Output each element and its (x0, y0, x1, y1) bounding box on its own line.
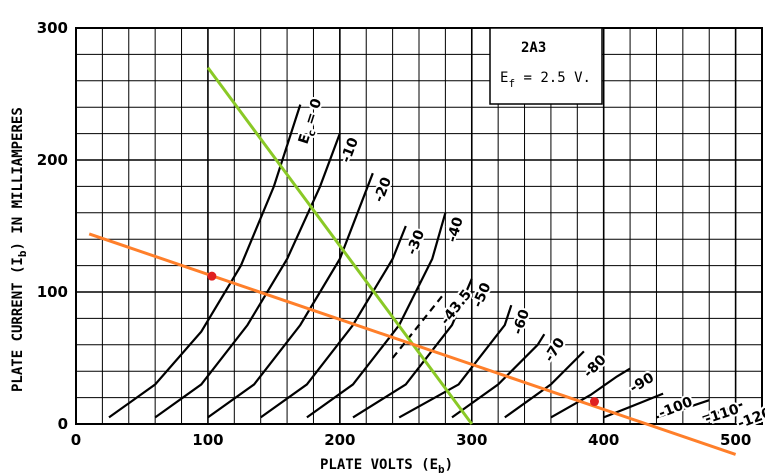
plate-curve (702, 403, 743, 419)
curve-label-text: -20 (371, 175, 395, 205)
filament-voltage: Ef = 2.5 V. (500, 70, 591, 90)
y-tick-label: 200 (37, 151, 68, 169)
operating-points (207, 271, 599, 407)
plot-frame (75, 27, 763, 425)
y-tick-label: 300 (37, 19, 68, 37)
y-axis-title-rest: ) IN MILLIAMPERES (10, 107, 26, 250)
x-tick-label: 0 (71, 431, 81, 449)
load-lines (88, 66, 737, 456)
curve-label-name: -50 (470, 280, 495, 310)
plate-curve (260, 225, 407, 419)
curve-label: -50 (468, 278, 497, 312)
filament-value: = 2.5 V. (515, 70, 591, 86)
plate-curve (352, 278, 473, 419)
x-tick-label: 100 (192, 431, 223, 449)
y-tick-label: 0 (58, 415, 68, 433)
curve-label-text: -120 (736, 405, 765, 432)
plate-curve (154, 133, 341, 419)
curve-label-name: -20 (371, 175, 395, 205)
y-axis-title-sub: b (16, 250, 29, 257)
y-axis-title-main: PLATE CURRENT (I (10, 257, 26, 392)
annotation-box: 2A3 Ef = 2.5 V. (489, 27, 603, 105)
curve-label-text: -40 (444, 215, 466, 244)
x-tick-label: 500 (720, 431, 751, 449)
plate-curve (656, 399, 710, 419)
operating-point (589, 397, 599, 407)
curve-label-name: -40 (444, 215, 466, 244)
curve-label-text: -50 (470, 280, 495, 310)
curve-label-name: -120 (736, 405, 765, 432)
x-tick-label: 400 (588, 431, 619, 449)
curve-label-suffix: = 0 (300, 96, 325, 131)
plate-curve (108, 104, 302, 419)
y-tick-label: 100 (37, 283, 68, 301)
curve-label-text: -43.5 (437, 287, 475, 329)
curve-label: -80 (578, 350, 611, 383)
plate-curve (451, 333, 546, 419)
curve-label-text: -80 (580, 352, 609, 381)
curve-label: -60 (508, 305, 535, 338)
x-tick-label: 300 (456, 431, 487, 449)
curve-label-text: -30 (404, 228, 428, 258)
curve-label-name: -80 (580, 352, 609, 381)
plate-curve (391, 291, 447, 359)
tick-labels: 0 100 200 300 400 500 0 100 200 300 (37, 19, 752, 449)
x-axis-title-main: PLATE VOLTS (E (320, 457, 438, 473)
annotation-box-frame (489, 27, 603, 105)
grid (76, 28, 762, 424)
curve-label: -70 (539, 333, 570, 367)
plate-curve (550, 367, 631, 419)
curve-label: -20 (369, 173, 397, 207)
curve-label-name: -30 (404, 228, 428, 258)
x-axis-title-sub: b (438, 463, 445, 474)
x-axis-title-close: ) (445, 457, 453, 473)
load-line (88, 232, 737, 456)
plate-curve (504, 350, 585, 419)
operating-point (207, 271, 217, 281)
filament-sub: f (508, 77, 515, 90)
filament-prefix: E (500, 70, 508, 86)
curve-label-name: -60 (510, 307, 533, 336)
y-axis-title: PLATE CURRENT (Ib) IN MILLIAMPERES (10, 107, 29, 392)
axes (75, 27, 763, 425)
x-axis-title: PLATE VOLTS (Eb) (320, 457, 453, 474)
curve-label-text: -70 (541, 335, 568, 365)
curve-label: -30 (402, 226, 430, 260)
curve-label-text: -60 (510, 307, 533, 336)
curve-label: -90 (625, 368, 659, 399)
plate-curve (207, 172, 374, 419)
curve-label-text: -90 (627, 370, 657, 397)
plate-curve (603, 392, 664, 419)
x-tick-label: 200 (324, 431, 355, 449)
curve-label-text: Ec = 0 (296, 96, 329, 147)
curve-label: -40 (442, 213, 468, 246)
curve-label: -43.5 (435, 285, 477, 331)
plate-curve (398, 304, 513, 419)
load-line (206, 66, 474, 425)
curve-label-name: -43.5 (437, 287, 475, 329)
curve-label: Ec = 0 (294, 94, 329, 148)
tube-type: 2A3 (521, 40, 546, 56)
curve-label-name: -70 (541, 335, 568, 365)
curve-label: -120 (734, 403, 765, 434)
curve-label-name: -90 (627, 370, 657, 397)
